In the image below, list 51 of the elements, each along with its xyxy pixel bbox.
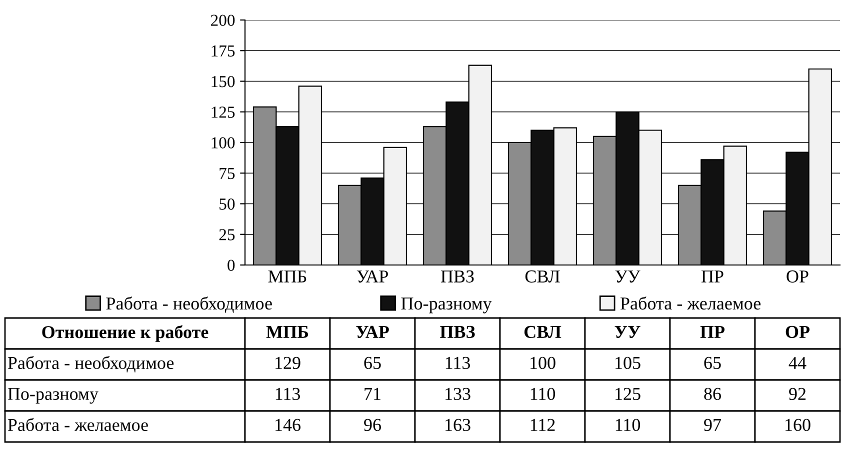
text: Работа - необходимое: [8, 356, 174, 372]
y-tick-label: 50: [220, 198, 235, 210]
data-label: 160: [786, 418, 810, 432]
data-label: 129: [276, 356, 300, 370]
data-label: 44: [788, 356, 806, 369]
text: Работа - желаемое: [8, 418, 148, 432]
data-label: 113: [446, 356, 470, 370]
text: По-разному: [8, 388, 98, 404]
data-label: 125: [616, 388, 640, 400]
text: Отношение к работе: [42, 325, 208, 342]
legend-label: Работа - желаемое: [620, 296, 761, 310]
data-label: 112: [530, 418, 555, 431]
category-label: ПВЗ: [440, 326, 475, 338]
category-label: СВЛ: [524, 326, 562, 338]
data-label: 133: [446, 388, 470, 400]
data-label: 113: [276, 388, 300, 400]
data-label: 163: [446, 418, 470, 432]
y-tick-label: 150: [212, 76, 235, 88]
y-tick-label: 25: [219, 229, 235, 240]
y-tick-label: 0: [228, 260, 235, 271]
category-label: ОР: [786, 326, 810, 338]
data-label: 146: [276, 418, 301, 432]
y-tick-label: 175: [212, 45, 235, 57]
legend-label: По-разному: [401, 298, 492, 314]
data-label: 71: [364, 388, 380, 400]
x-tick-label: УАР: [356, 270, 388, 283]
category-label: УАР: [356, 326, 389, 338]
category-label: ПР: [700, 326, 725, 338]
x-tick-label: УУ: [615, 270, 640, 283]
x-tick-label: СВЛ: [525, 270, 560, 283]
data-label: 92: [789, 388, 806, 400]
data-label: 86: [704, 388, 721, 400]
legend-label: Работа - необходимое: [106, 296, 272, 313]
data-label: 100: [530, 356, 556, 370]
data-label: 97: [704, 418, 722, 432]
data-label: 110: [616, 418, 640, 432]
y-tick-label: 75: [220, 168, 235, 180]
x-tick-label: ОР: [786, 270, 808, 283]
y-tick-label: 125: [212, 106, 235, 118]
y-tick-label: 100: [212, 137, 235, 148]
data-label: 110: [530, 388, 556, 400]
x-tick-label: ПР: [701, 270, 724, 282]
x-tick-label: ПВЗ: [440, 270, 474, 283]
data-label: 65: [704, 356, 721, 370]
data-label: 65: [364, 356, 381, 370]
data-label: 96: [364, 418, 381, 432]
x-tick-label: МПБ: [268, 270, 306, 282]
category-label: МПБ: [266, 326, 308, 338]
y-tick-label: 200: [211, 14, 235, 26]
category-label: УУ: [614, 326, 640, 338]
data-label: 105: [616, 356, 640, 370]
